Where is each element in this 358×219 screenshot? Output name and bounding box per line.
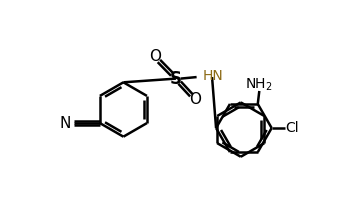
Text: N: N [60, 116, 71, 131]
Text: O: O [149, 49, 161, 64]
Text: HN: HN [202, 69, 223, 83]
Text: NH$_2$: NH$_2$ [246, 77, 273, 93]
Text: Cl: Cl [286, 121, 299, 135]
Text: O: O [189, 92, 201, 107]
Text: S: S [170, 70, 182, 88]
